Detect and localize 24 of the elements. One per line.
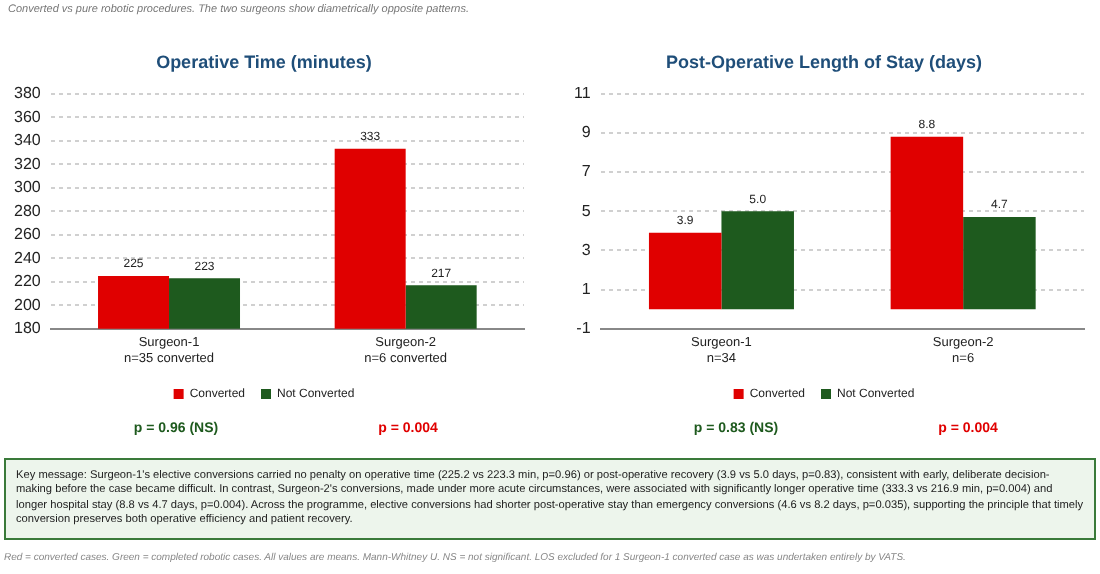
bar [721, 211, 794, 310]
y-tick-label: 200 [13, 295, 42, 314]
y-tick-label: 3 [581, 240, 592, 259]
y-tick-label: 260 [13, 225, 42, 244]
y-tick-label: 180 [13, 319, 42, 338]
chart-title: Operative Time (minutes) [156, 51, 372, 72]
y-tick-label: 9 [581, 123, 592, 142]
y-tick-label: 240 [13, 248, 42, 267]
y-tick-label: 360 [13, 107, 42, 126]
y-tick-label: 380 [13, 84, 42, 103]
bar [890, 136, 964, 310]
y-tick-label: 320 [13, 154, 42, 173]
bar [648, 232, 722, 310]
chart-title: Post-Operative Length of Stay (days) [665, 51, 983, 72]
y-tick-label: 7 [581, 162, 592, 181]
y-tick-label: 1 [581, 280, 592, 299]
y-tick-label: 220 [13, 272, 42, 291]
y-tick-label: -1 [576, 319, 592, 338]
bar [963, 217, 1036, 310]
y-tick-label: 5 [581, 201, 592, 220]
y-tick-label: 300 [13, 178, 42, 197]
y-tick-label: 11 [573, 84, 592, 103]
y-tick-label: 280 [13, 201, 42, 220]
y-tick-label: 340 [13, 131, 42, 150]
